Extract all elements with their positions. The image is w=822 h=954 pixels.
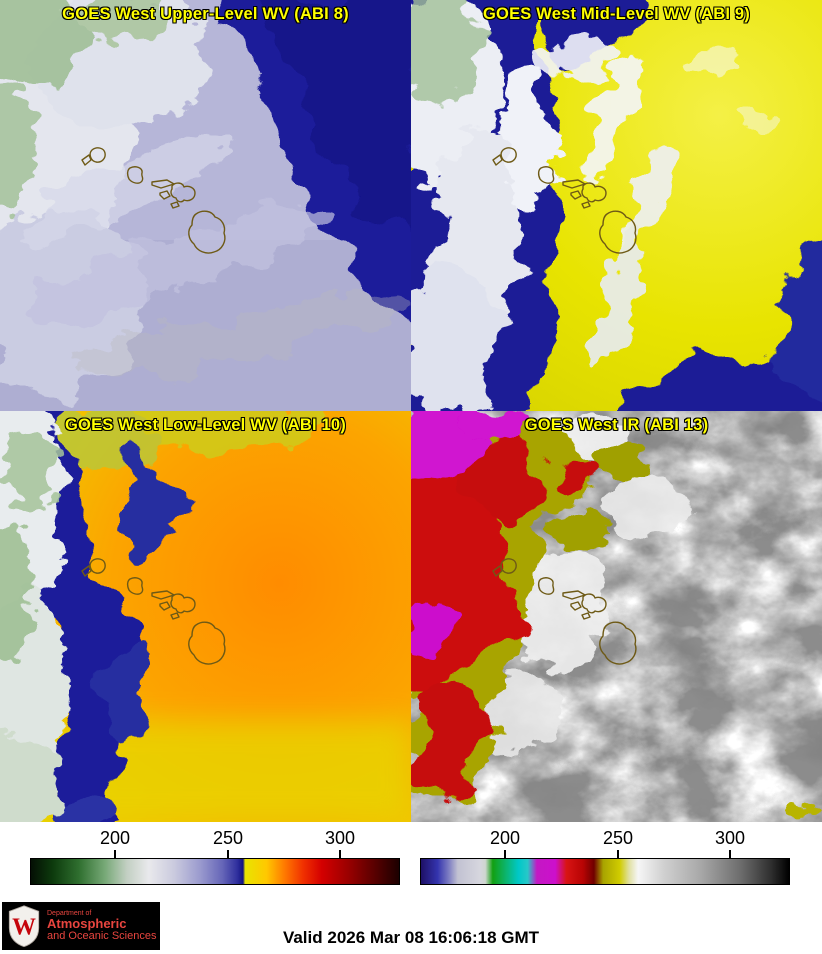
logo-name-line1: Atmospheric [47, 916, 127, 932]
colorbar-tick [617, 850, 619, 858]
colorbar-tick [504, 850, 506, 858]
ir-colorbar-gradient [420, 858, 790, 885]
logo-name-line2: and Oceanic Sciences [47, 929, 157, 942]
wv-colorbar: 200 250 300 [30, 822, 400, 902]
panel-title: GOES West Low-Level WV (ABI 10) [65, 416, 346, 434]
upper-level-wv-imagery [0, 0, 411, 411]
panel-upper-level-wv: GOES West Upper-Level WV (ABI 8) [0, 0, 411, 411]
colorbar-tick [729, 850, 731, 858]
logo-text: Department of Atmospheric and Oceanic Sc… [47, 910, 156, 943]
colorbar-tick [114, 850, 116, 858]
logo-dept-line: Department of [47, 909, 92, 917]
panel-mid-level-wv: GOES West Mid-Level WV (ABI 9) [411, 0, 822, 411]
crest-monogram: W [12, 914, 36, 940]
mid-level-wv-imagery [411, 0, 822, 411]
colorbar-tick-label: 300 [714, 828, 746, 848]
panel-title: GOES West IR (ABI 13) [524, 416, 709, 434]
panel-title: GOES West Upper-Level WV (ABI 8) [62, 5, 349, 23]
uw-crest-icon: W [8, 905, 40, 948]
colorbar-tick-label: 300 [324, 828, 356, 848]
low-level-wv-imagery [0, 411, 411, 822]
colorbar-tick [227, 850, 229, 858]
colorbar-tick-label: 250 [212, 828, 244, 848]
ir-imagery [411, 411, 822, 822]
satellite-panel-grid: GOES West Upper-Level WV (ABI 8) [0, 0, 822, 822]
panel-low-level-wv: GOES West Low-Level WV (ABI 10) [0, 411, 411, 822]
colorbar-tick [339, 850, 341, 858]
wv-colorbar-gradient [30, 858, 400, 885]
colorbar-strip: 200 250 300 200 250 300 [0, 822, 822, 902]
ir-colorbar: 200 250 300 [420, 822, 790, 902]
panel-ir: GOES West IR (ABI 13) [411, 411, 822, 822]
colorbar-tick-label: 200 [489, 828, 521, 848]
footer: W Department of Atmospheric and Oceanic … [0, 902, 822, 954]
aos-department-logo: W Department of Atmospheric and Oceanic … [2, 902, 160, 950]
valid-timestamp: Valid 2026 Mar 08 16:06:18 GMT [282, 928, 540, 947]
panel-title: GOES West Mid-Level WV (ABI 9) [483, 5, 750, 23]
colorbar-tick-label: 250 [602, 828, 634, 848]
colorbar-tick-label: 200 [99, 828, 131, 848]
